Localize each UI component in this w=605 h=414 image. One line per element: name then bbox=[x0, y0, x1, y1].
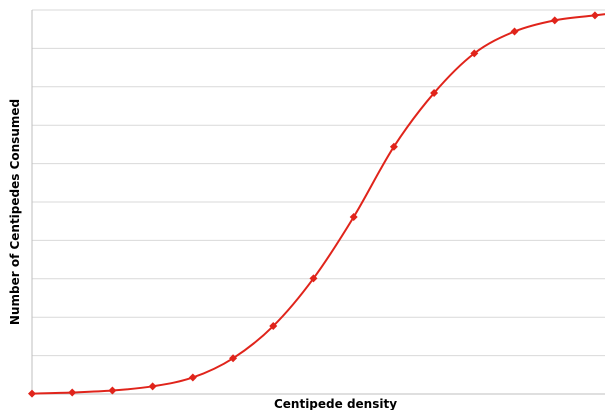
data-point bbox=[68, 388, 77, 397]
x-axis-label: Centipede density bbox=[274, 397, 397, 410]
data-point bbox=[470, 49, 479, 58]
series-layer bbox=[31, 13, 605, 395]
data-point bbox=[28, 389, 36, 398]
data-point bbox=[430, 88, 439, 97]
data-point bbox=[108, 386, 117, 395]
data-point bbox=[229, 354, 238, 363]
data-point bbox=[188, 373, 197, 382]
data-point bbox=[349, 212, 358, 221]
axes bbox=[31, 10, 605, 395]
data-point bbox=[309, 274, 318, 283]
data-point bbox=[550, 16, 559, 25]
series-line bbox=[31, 13, 605, 395]
markers bbox=[28, 11, 599, 398]
gridlines bbox=[32, 9, 605, 357]
data-point bbox=[269, 322, 278, 331]
data-point bbox=[510, 27, 519, 36]
data-point bbox=[389, 142, 398, 151]
y-axis-label: Number of Centipedes Consumed bbox=[8, 99, 22, 325]
data-point bbox=[590, 11, 599, 20]
data-point bbox=[148, 382, 157, 391]
